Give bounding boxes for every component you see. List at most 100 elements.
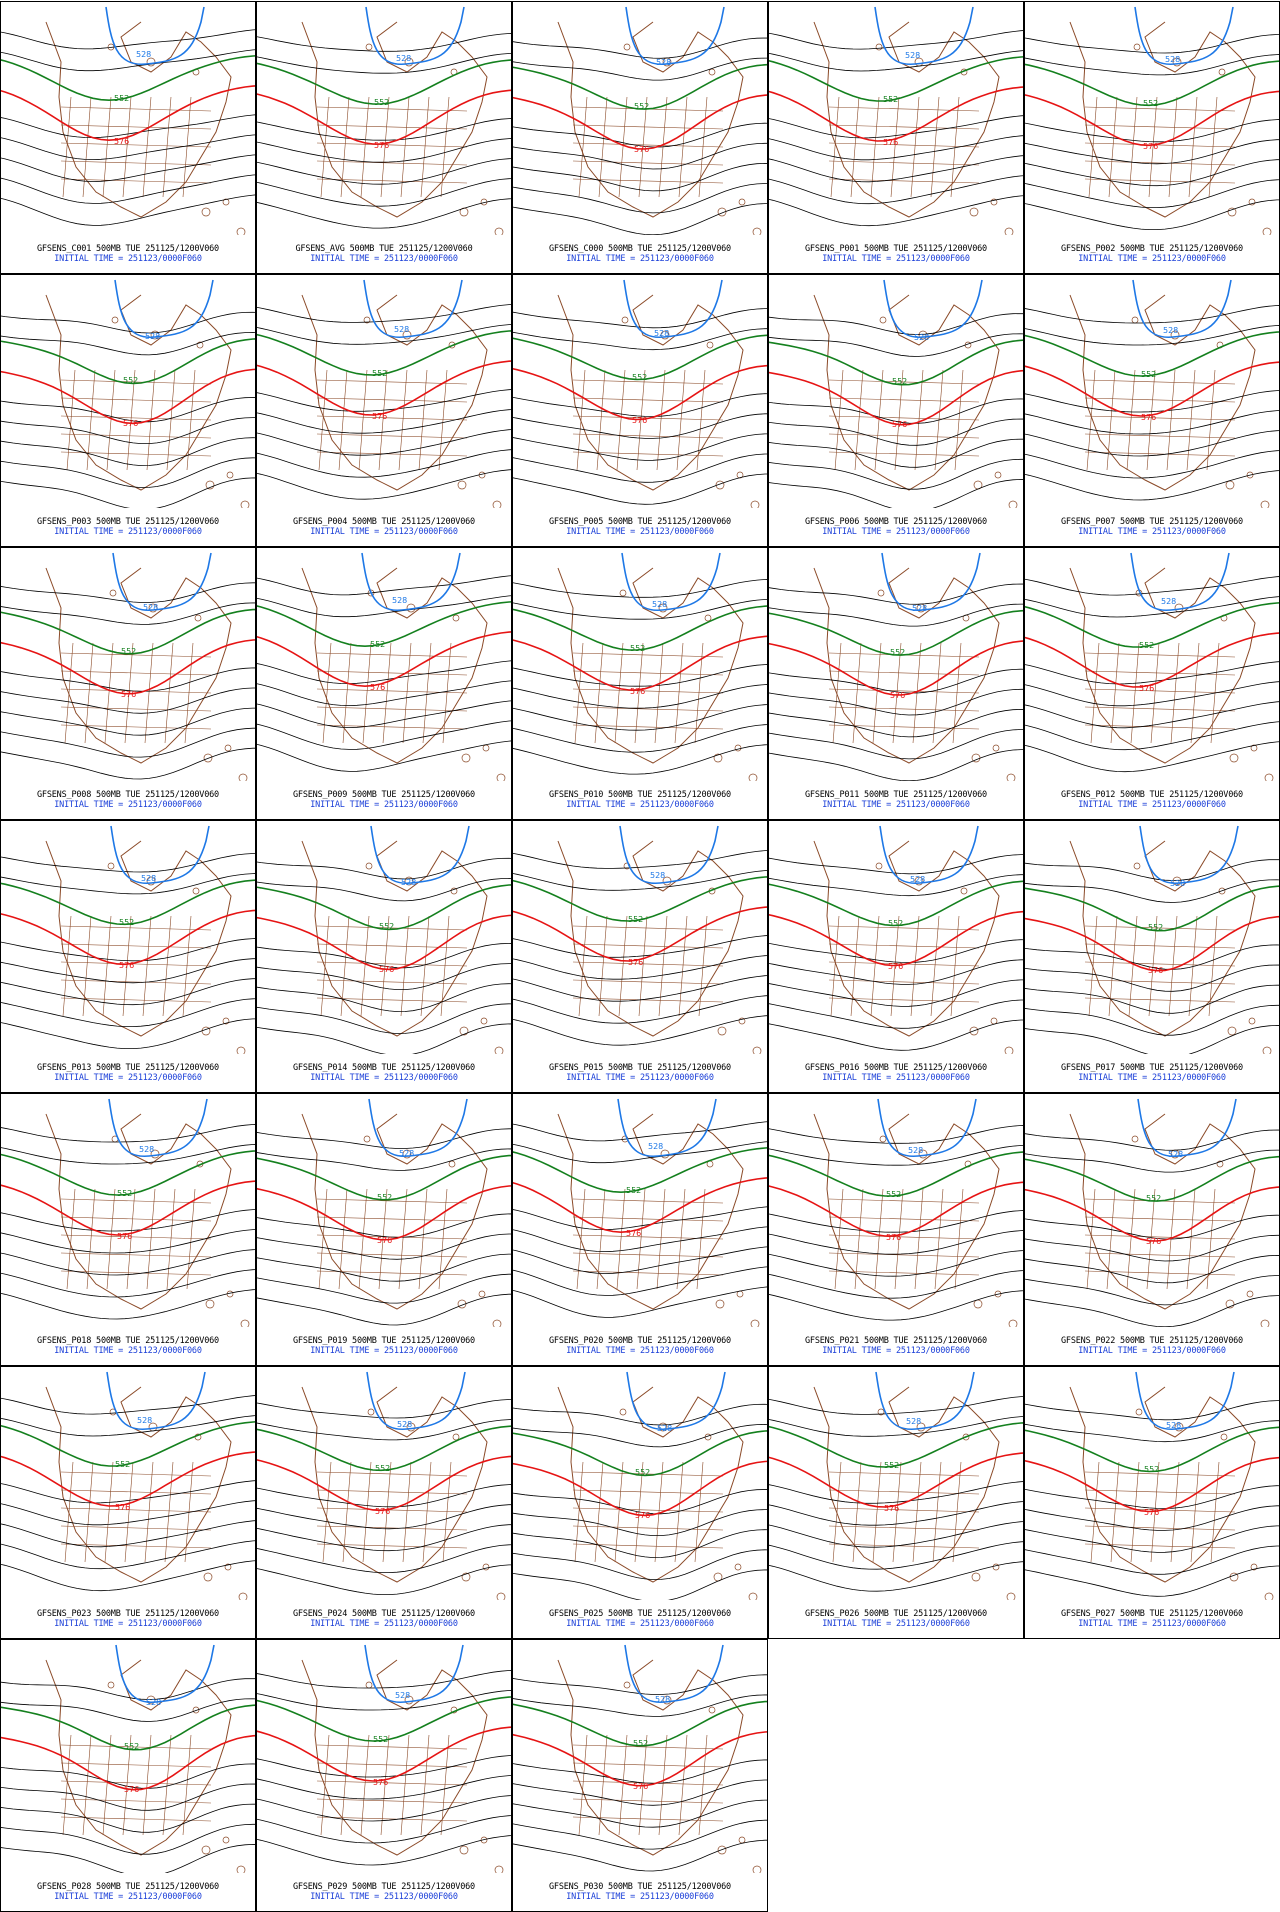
contour-label-552: 552 [375, 1464, 390, 1473]
height-contour [1025, 410, 1279, 435]
island-outline [1133, 862, 1141, 870]
state-border [674, 642, 684, 744]
contour-label-528: 528 [1165, 55, 1180, 64]
map-panel-p027: 528 552 576 GFSENS_P027 500MB TUE 251125/12… [1024, 1366, 1280, 1639]
coastline [301, 1659, 488, 1856]
height-contour [257, 1213, 511, 1238]
island-outline [496, 1592, 506, 1600]
contour-552 [257, 330, 511, 376]
contour-label-552: 552 [1143, 99, 1158, 108]
state-border [828, 670, 980, 676]
state-border [82, 1734, 92, 1836]
contour-552 [1025, 1426, 1279, 1473]
contour-label-576: 576 [375, 1507, 390, 1516]
map-panel-p028: 528 552 576 GFSENS_P028 500MB TUE 251125/12… [0, 1639, 256, 1912]
state-border [400, 1734, 410, 1836]
contour-label-528: 528 [145, 332, 160, 341]
height-contour [1025, 596, 1279, 618]
state-border [1084, 415, 1236, 421]
panel-initial-time: INITIAL TIME = 251123/0000F060 [54, 254, 202, 264]
height-contour [769, 688, 1023, 716]
height-contour [257, 720, 511, 750]
height-contour [513, 935, 767, 958]
state-border [382, 1461, 392, 1563]
state-border [932, 642, 942, 744]
height-contour-map: 528 552 576 [257, 1371, 511, 1600]
island-outline [201, 1845, 211, 1855]
panel-title: GFSENS_P021 500MB TUE 251125/1200V060 [805, 1336, 987, 1346]
state-border [1084, 106, 1236, 112]
state-border [402, 642, 412, 744]
island-outline [875, 43, 883, 51]
height-contour [1, 582, 255, 603]
height-contour [769, 603, 1023, 627]
panel-title: GFSENS_P019 500MB TUE 251125/1200V060 [293, 1336, 475, 1346]
island-outline [713, 753, 723, 763]
panel-initial-time: INITIAL TIME = 251123/0000F060 [54, 1346, 202, 1356]
height-contour [1, 457, 255, 489]
height-contour [1025, 701, 1279, 729]
island-outline [222, 1836, 230, 1844]
state-border [932, 1461, 942, 1563]
contour-label-528: 528 [914, 333, 929, 342]
panel-initial-time: INITIAL TIME = 251123/0000F060 [566, 1892, 714, 1902]
panel-title: GFSENS_P010 500MB TUE 251125/1200V060 [549, 790, 731, 800]
state-border [142, 1734, 152, 1836]
island-outline [111, 316, 119, 324]
contour-528 [619, 825, 719, 884]
island-outline [109, 589, 117, 597]
state-border [1084, 1216, 1236, 1222]
state-border [930, 915, 940, 1017]
height-contour [513, 724, 767, 753]
state-border [616, 369, 626, 471]
state-border [316, 397, 468, 403]
height-contour [513, 453, 767, 483]
state-border [316, 1543, 468, 1549]
state-border [828, 1252, 980, 1258]
panel-initial-time: INITIAL TIME = 251123/0000F060 [1078, 1346, 1226, 1356]
panel-initial-time: INITIAL TIME = 251123/0000F060 [822, 1346, 970, 1356]
height-contour [257, 963, 511, 990]
contour-552 [1025, 60, 1279, 107]
island-outline [494, 1046, 504, 1054]
height-contour [257, 138, 511, 163]
contour-label-552: 552 [892, 377, 907, 386]
contour-label-528: 528 [652, 600, 667, 609]
contour-label-576: 576 [888, 962, 903, 971]
height-contour-map: 528 552 576 [1025, 279, 1279, 508]
state-border [674, 1461, 684, 1563]
island-outline [738, 198, 746, 206]
panel-title: GFSENS_P007 500MB TUE 251125/1200V060 [1061, 517, 1243, 527]
island-outline [1264, 773, 1274, 781]
state-border [1084, 451, 1236, 457]
state-border [60, 415, 212, 421]
panel-title: GFSENS_P014 500MB TUE 251125/1200V060 [293, 1063, 475, 1073]
panel-title: GFSENS_P030 500MB TUE 251125/1200V060 [549, 1882, 731, 1892]
contour-528 [366, 1371, 466, 1430]
contour-label-552: 552 [121, 647, 136, 656]
island-outline [990, 1017, 998, 1025]
height-contour [1, 707, 255, 736]
island-outline [1006, 773, 1016, 781]
height-contour [257, 389, 511, 412]
state-border [828, 1489, 980, 1495]
state-border [60, 652, 212, 658]
island-outline [619, 1408, 627, 1416]
height-contour [1025, 1485, 1279, 1509]
panel-title: GFSENS_P018 500MB TUE 251125/1200V060 [37, 1336, 219, 1346]
contour-552 [769, 609, 1023, 656]
contour-552 [1025, 331, 1279, 377]
state-border [316, 1525, 468, 1531]
state-border [340, 1734, 350, 1836]
panel-title: GFSENS_P006 500MB TUE 251125/1200V060 [805, 517, 987, 527]
contour-576 [513, 906, 767, 962]
contour-576 [1025, 915, 1279, 972]
state-border [320, 915, 330, 1017]
state-border [84, 1461, 94, 1563]
contour-576 [1025, 1456, 1279, 1513]
map-panel-p018: 528 552 576 GFSENS_P018 500MB TUE 251125/12… [0, 1093, 256, 1366]
island-outline [708, 1706, 716, 1714]
height-contour [257, 33, 511, 52]
contour-label-528: 528 [1163, 326, 1178, 335]
height-contour [257, 1148, 511, 1171]
